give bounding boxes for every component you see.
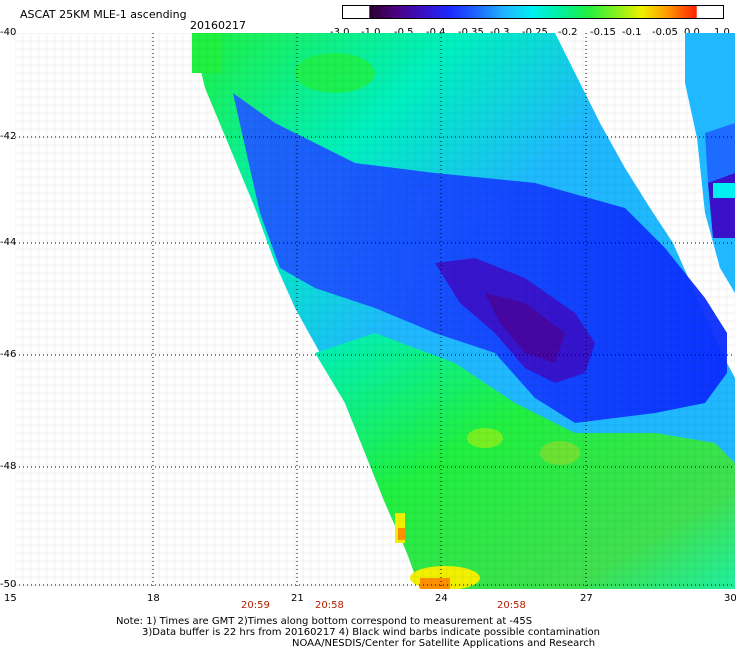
color-scale-label: -0.1 [622,27,642,38]
color-scale-label: 1.0 [714,27,730,38]
footnote-line-2: 3)Data buffer is 22 hrs from 20160217 4)… [142,627,600,638]
color-scale-label: -0.5 [394,27,414,38]
color-scale-gradient [369,6,697,18]
data-swath [15,33,735,589]
pass-time-label: 20:58 [315,600,344,611]
lat-label: -42 [0,131,17,142]
pass-time-label: 20:58 [497,600,526,611]
lat-label: -48 [0,461,17,472]
color-scale-label: -0.35 [458,27,484,38]
graticule [15,33,735,589]
lon-label: 21 [291,593,304,604]
color-scale-bar [342,5,724,19]
color-scale-labels: -3.0 -1.0 -0.5 -0.4 -0.35 -0.3 -0.25 -0.… [330,27,740,39]
wind-swath-map [15,33,735,589]
color-scale-label: 0.0 [684,27,700,38]
color-scale-label: -0.3 [490,27,510,38]
color-scale-label: -0.4 [426,27,446,38]
lat-label: -40 [0,27,17,38]
color-scale-label: -0.15 [590,27,616,38]
color-scale-label: -0.2 [558,27,578,38]
footnote-line-3: NOAA/NESDIS/Center for Satellite Applica… [292,638,596,649]
color-scale-label: -0.25 [522,27,548,38]
lon-label: 24 [435,593,448,604]
lon-label: 15 [4,593,17,604]
lat-label: -46 [0,349,17,360]
lon-label: 30 [724,593,737,604]
lat-label: -50 [0,579,17,590]
lon-label: 27 [580,593,593,604]
map-date: 20160217 [190,19,246,32]
color-scale-label: -1.0 [361,27,381,38]
map-title: ASCAT 25KM MLE-1 ascending [20,8,187,21]
lon-label: 18 [147,593,160,604]
color-scale-label: -0.05 [652,27,678,38]
pass-time-label: 20:59 [241,600,270,611]
color-scale-label: -3.0 [330,27,350,38]
data-strip-east [685,33,735,293]
footnote-line-1: Note: 1) Times are GMT 2)Times along bot… [116,616,533,627]
lat-label: -44 [0,237,17,248]
